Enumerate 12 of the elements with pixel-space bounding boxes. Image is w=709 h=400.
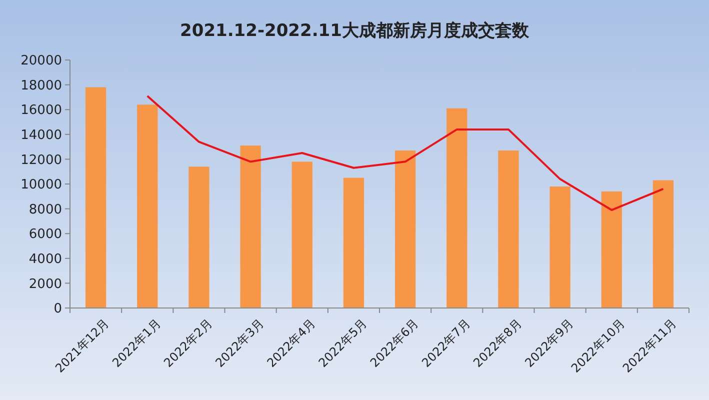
y-tick-label: 12000 (20, 152, 62, 168)
y-tick-label: 18000 (20, 78, 62, 94)
y-tick-label: 2000 (28, 276, 62, 292)
y-tick-label: 6000 (28, 227, 62, 242)
y-tick-label: 16000 (20, 103, 62, 118)
y-tick-label: 10000 (20, 178, 62, 193)
chart-title: 2021.12-2022.11大成都新房月度成交套数 (180, 21, 530, 41)
y-tick-label: 4000 (28, 252, 62, 267)
y-tick-label: 14000 (20, 128, 62, 143)
y-tick-label: 20000 (20, 54, 62, 69)
y-tick-label: 0 (54, 302, 62, 317)
y-tick-label: 8000 (28, 202, 62, 218)
